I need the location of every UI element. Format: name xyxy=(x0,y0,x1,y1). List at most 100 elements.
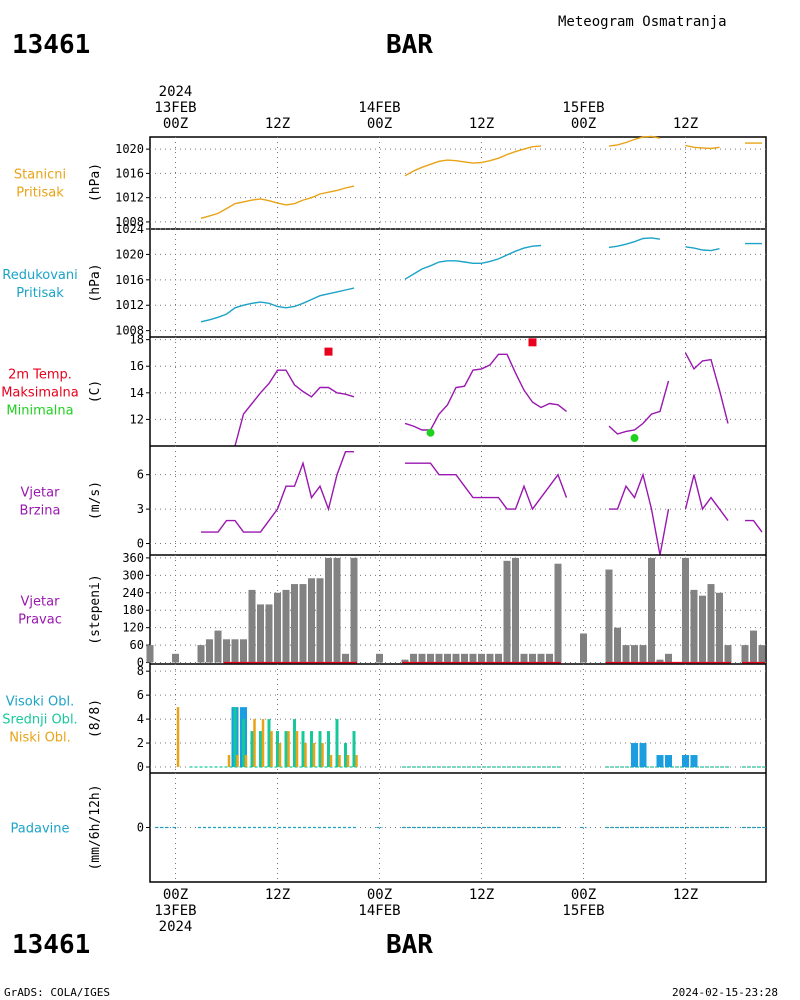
wind-direction-bar xyxy=(469,653,477,663)
top-time-label: 14FEB xyxy=(358,100,400,116)
cloud-bar xyxy=(321,743,324,768)
series-line-segment xyxy=(200,287,355,323)
cloud-bar xyxy=(344,743,347,768)
wind-direction-bar xyxy=(231,639,239,663)
min-temp-marker xyxy=(630,434,639,443)
panel-side-label: Srednji Obl. xyxy=(2,713,77,728)
cloud-bar xyxy=(656,755,664,768)
series-line-segment xyxy=(200,185,355,219)
series-line-segment xyxy=(685,144,720,150)
y-tick-label: 18 xyxy=(130,333,144,347)
panel-wind_speed: 0 3 6 (m/s) Vjetar Brzina xyxy=(20,445,766,556)
max-temp-marker xyxy=(528,338,537,347)
wind-direction-bar xyxy=(750,630,757,663)
y-tick-label: 300 xyxy=(122,568,144,582)
bottom-time-label: 2024 xyxy=(159,919,193,935)
panel-clouds: 0 2 4 6 8 (8/8) Visoki Obl. Srednji Obl. Niski O… xyxy=(2,663,766,774)
top-time-label: 00Z xyxy=(367,116,392,132)
y-tick-label: 1016 xyxy=(115,273,144,287)
series-line-segment xyxy=(404,353,567,431)
cloud-bar xyxy=(304,743,307,768)
cloud-bar xyxy=(250,731,254,768)
cloud-bar xyxy=(335,719,339,768)
y-tick-label: 60 xyxy=(130,638,144,652)
cloud-bar xyxy=(327,731,330,768)
wind-direction-bar xyxy=(274,592,281,663)
top-time-label: 12Z xyxy=(469,116,494,132)
y-tick-label: 1008 xyxy=(115,215,144,229)
cloud-bar xyxy=(253,719,256,768)
wind-direction-bar xyxy=(308,578,315,663)
series-line-segment xyxy=(608,237,661,249)
station-name-bottom: BAR xyxy=(386,930,433,960)
panel-side-label: Pravac xyxy=(18,613,62,628)
y-tick-label: 3 xyxy=(137,502,144,516)
bottom-time-label: 13FEB xyxy=(154,903,196,919)
y-tick-label: 4 xyxy=(137,712,144,726)
y-tick-label: 2 xyxy=(137,736,144,750)
series-line-segment xyxy=(404,244,542,280)
wind-direction-bar xyxy=(724,645,732,663)
meteogram-title: Meteogram Osmatranja xyxy=(558,14,727,30)
panel-side-label: 2m Temp. xyxy=(8,368,72,383)
cloud-bar xyxy=(261,719,265,768)
timestamp-text: 2024-02-15-23:28 xyxy=(672,986,778,999)
y-tick-label: 1008 xyxy=(115,324,144,338)
series-line-segment xyxy=(404,145,542,177)
series-line-segment xyxy=(684,474,729,522)
cloud-bar xyxy=(355,755,358,768)
wind-direction-bar xyxy=(690,589,698,663)
y-tick-label: 180 xyxy=(122,603,144,617)
cloud-bar xyxy=(346,755,350,768)
wind-direction-bar xyxy=(707,584,715,663)
wind-direction-bar xyxy=(580,633,587,663)
cloud-bar xyxy=(284,731,288,768)
wind-direction-bar xyxy=(512,557,519,663)
station-id-top: 13461 xyxy=(12,30,91,60)
bottom-time-label: 12Z xyxy=(673,887,698,903)
y-tick-label: 0 xyxy=(137,537,144,551)
cloud-bar xyxy=(682,755,689,768)
cloud-bar xyxy=(233,707,237,768)
wind-direction-bar xyxy=(299,584,307,663)
cloud-bar xyxy=(236,755,239,768)
wind-direction-bar xyxy=(325,557,332,663)
bottom-time-label: 14FEB xyxy=(358,903,400,919)
y-axis-label: (hPa) xyxy=(88,263,103,302)
series-line-segment xyxy=(745,519,763,533)
wind-direction-bar xyxy=(716,592,723,663)
plot-frame xyxy=(149,136,767,883)
panel-reduced_pressure: 1008 1012 1016 1020 1024 (hPa) Redukovani Priti… xyxy=(2,222,766,338)
y-tick-label: 16 xyxy=(130,359,144,373)
panel-side-label: Maksimalna xyxy=(1,386,79,401)
cloud-bar xyxy=(276,731,279,768)
wind-direction-bar xyxy=(537,653,545,663)
wind-direction-bar xyxy=(197,645,205,663)
panel-temperature: 12 14 16 18 (C) 2m Temp. Maksimalna Minimalna xyxy=(1,333,766,447)
top-time-label: 12Z xyxy=(673,116,698,132)
y-tick-label: 120 xyxy=(122,621,144,635)
series-line-segment xyxy=(608,135,661,147)
wind-direction-bar xyxy=(172,653,179,663)
y-tick-label: 240 xyxy=(122,586,144,600)
series-line-segment xyxy=(234,369,355,447)
wind-direction-bar xyxy=(461,653,468,663)
y-axis-label: (hPa) xyxy=(88,163,103,202)
wind-direction-bar xyxy=(401,659,409,663)
cloud-bar xyxy=(312,743,316,768)
y-tick-label: 1020 xyxy=(115,142,144,156)
cloud-bar xyxy=(270,731,273,768)
wind-direction-bar xyxy=(410,653,417,663)
y-axis-label: (8/8) xyxy=(88,699,103,738)
wind-direction-bar xyxy=(240,639,247,663)
y-tick-label: 1016 xyxy=(115,166,144,180)
wind-direction-bar xyxy=(214,630,222,663)
wind-direction-bar xyxy=(648,557,655,663)
wind-direction-bar xyxy=(282,589,290,663)
y-axis-label: (stepeni) xyxy=(88,574,103,644)
y-tick-label: 0 xyxy=(137,656,144,670)
panel-side-label: Stanicni xyxy=(14,168,66,183)
y-axis-label: (mm/6h/12h) xyxy=(88,784,103,870)
cloud-bar xyxy=(295,731,299,768)
